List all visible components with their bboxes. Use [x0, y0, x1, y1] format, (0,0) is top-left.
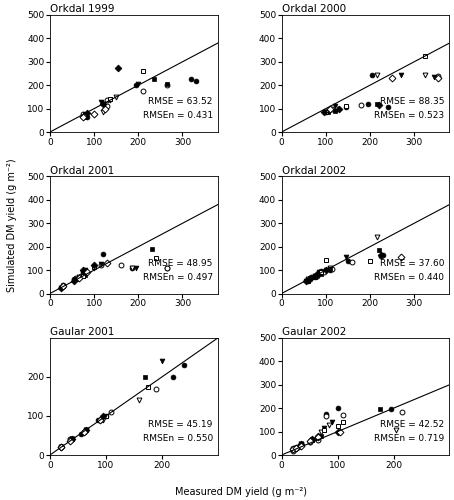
- Text: Gaular 2002: Gaular 2002: [281, 327, 346, 337]
- Text: Orkdal 2002: Orkdal 2002: [281, 166, 346, 175]
- Text: RMSEn = 0.431: RMSEn = 0.431: [143, 112, 213, 120]
- Text: RMSEn = 0.719: RMSEn = 0.719: [374, 434, 444, 444]
- Text: RMSE = 63.52: RMSE = 63.52: [148, 98, 213, 106]
- Text: RMSEn = 0.440: RMSEn = 0.440: [375, 273, 444, 282]
- Text: Measured DM yield (g m⁻²): Measured DM yield (g m⁻²): [175, 487, 306, 497]
- Text: Orkdal 2001: Orkdal 2001: [50, 166, 114, 175]
- Text: Orkdal 2000: Orkdal 2000: [281, 4, 345, 14]
- Text: RMSE = 88.35: RMSE = 88.35: [380, 98, 444, 106]
- Text: RMSE = 48.95: RMSE = 48.95: [148, 259, 213, 268]
- Text: Orkdal 1999: Orkdal 1999: [50, 4, 114, 14]
- Text: RMSE = 42.52: RMSE = 42.52: [380, 420, 444, 430]
- Text: Gaular 2001: Gaular 2001: [50, 327, 114, 337]
- Text: RMSE = 37.60: RMSE = 37.60: [380, 259, 444, 268]
- Text: Simulated DM yield (g m⁻²): Simulated DM yield (g m⁻²): [7, 158, 17, 292]
- Text: RMSE = 45.19: RMSE = 45.19: [148, 420, 213, 430]
- Text: RMSEn = 0.523: RMSEn = 0.523: [374, 112, 444, 120]
- Text: RMSEn = 0.550: RMSEn = 0.550: [143, 434, 213, 444]
- Text: RMSEn = 0.497: RMSEn = 0.497: [143, 273, 213, 282]
